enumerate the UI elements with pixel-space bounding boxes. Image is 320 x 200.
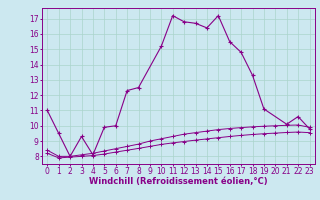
X-axis label: Windchill (Refroidissement éolien,°C): Windchill (Refroidissement éolien,°C) [89, 177, 268, 186]
